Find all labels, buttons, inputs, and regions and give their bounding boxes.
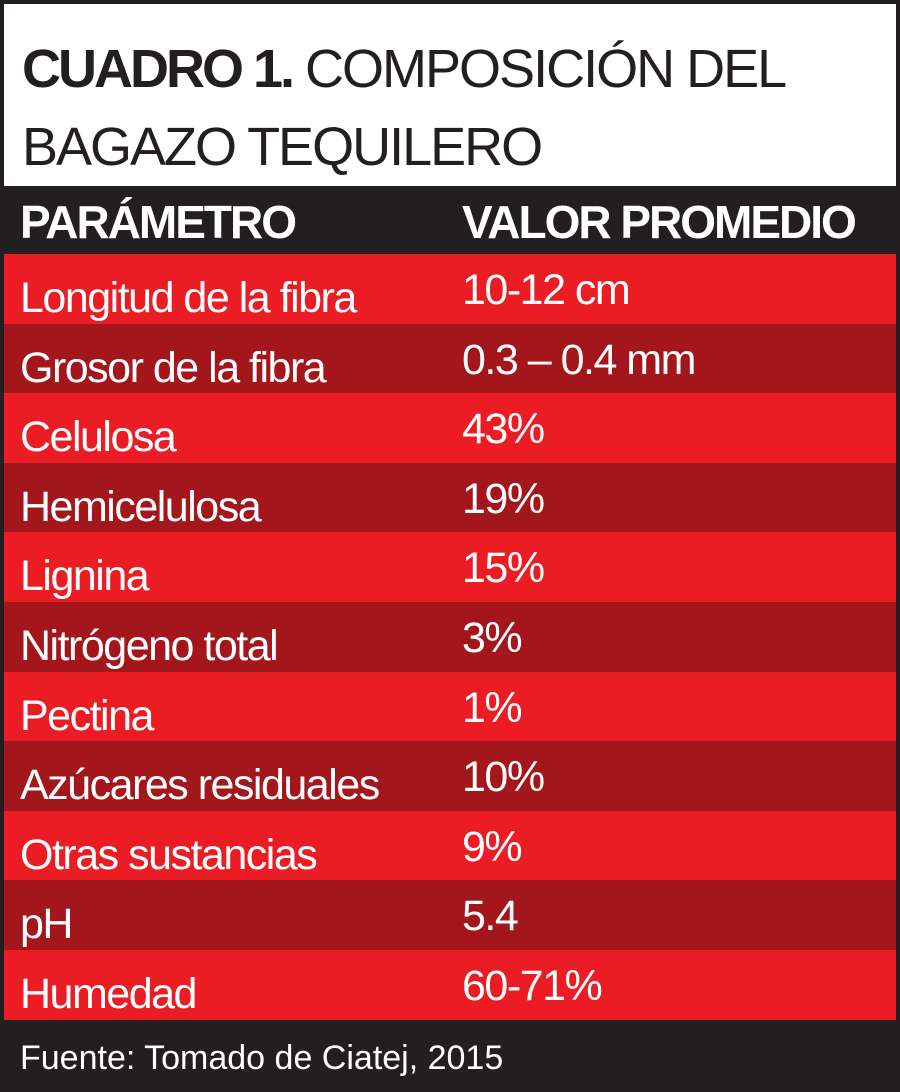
table-row: Azúcares residuales 10% — [4, 741, 896, 811]
row-parameter: Humedad — [20, 969, 197, 1018]
row-parameter: Celulosa — [20, 413, 177, 462]
table-row: Longitud de la fibra 10-12 cm — [4, 254, 896, 324]
table-header: PARÁMETRO VALOR PROMEDIO — [0, 186, 900, 254]
row-parameter: Otras sustancias — [20, 830, 318, 879]
table-row: Celulosa 43% — [4, 393, 896, 463]
row-value: 10-12 cm — [462, 266, 631, 314]
table-row: Grosor de la fibra 0.3 – 0.4 mm — [4, 323, 896, 394]
table-row: Nitrógeno total 3% — [4, 601, 896, 672]
row-value: 3% — [462, 613, 523, 662]
row-parameter: Longitud de la fibra — [20, 274, 357, 322]
row-parameter: Pectina — [20, 691, 154, 740]
row-value: 19% — [462, 474, 545, 523]
row-value: 43% — [462, 405, 545, 454]
table-row: Pectina 1% — [4, 671, 896, 742]
header-parametro: PARÁMETRO — [20, 196, 297, 248]
title-line-1: CUADRO 1. COMPOSICIÓN DEL — [22, 30, 896, 108]
source-footnote: Fuente: Tomado de Ciatej, 2015 — [20, 1039, 504, 1077]
title-box: CUADRO 1. COMPOSICIÓN DEL BAGAZO TEQUILE… — [4, 4, 896, 186]
row-value: 0.3 – 0.4 mm — [462, 335, 696, 384]
row-value: 15% — [462, 544, 545, 593]
table-row: Otras sustancias 9% — [4, 810, 896, 881]
row-parameter: Grosor de la fibra — [20, 343, 327, 392]
row-value: 60-71% — [462, 961, 603, 1010]
title-text-1: COMPOSICIÓN DEL — [305, 39, 787, 99]
table-body: Longitud de la fibra 10-12 cm Grosor de … — [4, 254, 896, 1020]
row-value: 5.4 — [462, 892, 519, 941]
row-value: 10% — [462, 753, 545, 802]
row-value: 1% — [462, 683, 523, 732]
row-parameter: Nitrógeno total — [20, 621, 279, 670]
row-parameter: Lignina — [20, 552, 150, 601]
title-line-2: BAGAZO TEQUILERO — [22, 117, 543, 177]
header-valor: VALOR PROMEDIO — [462, 196, 857, 248]
table-row: Humedad 60-71% — [4, 949, 896, 1020]
table-row: Lignina 15% — [4, 532, 896, 602]
row-parameter: Azúcares residuales — [20, 761, 380, 810]
row-value: 9% — [462, 822, 523, 871]
row-parameter: Hemicelulosa — [20, 482, 262, 531]
table-row: Hemicelulosa 19% — [4, 462, 896, 533]
table-row: pH 5.4 — [4, 880, 896, 950]
title-number: CUADRO 1. — [22, 39, 295, 99]
row-parameter: pH — [20, 900, 73, 949]
